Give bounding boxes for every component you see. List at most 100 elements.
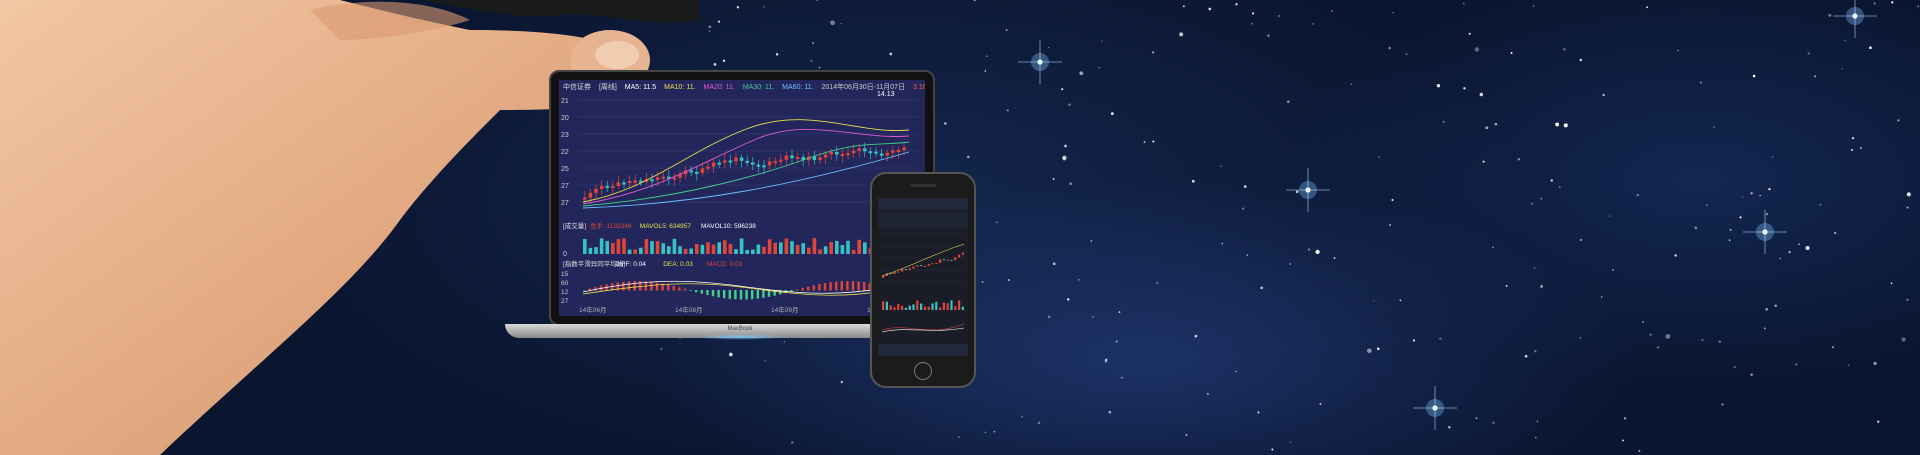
phone-volume-bar (923, 306, 926, 310)
star (1443, 121, 1445, 123)
phone-candle (889, 273, 892, 275)
star (1474, 47, 1480, 52)
star (984, 70, 987, 72)
star (1333, 257, 1336, 259)
volume-bar (633, 249, 637, 254)
star (1901, 337, 1906, 342)
macd-bar (711, 290, 715, 297)
macd-bar (840, 281, 843, 291)
volume-bar (599, 238, 604, 254)
macd-bar (779, 290, 782, 295)
star (1750, 373, 1753, 376)
laptop-brand: MacBook (727, 326, 753, 332)
candle-body (711, 162, 716, 167)
star (1602, 93, 1605, 97)
candle-body (583, 197, 587, 200)
volume-bar (650, 241, 654, 254)
star (1873, 2, 1876, 5)
phone-candle (939, 259, 942, 263)
candle-body (818, 157, 822, 161)
star (830, 20, 835, 26)
macd-header-item: MACD: 0.03 (707, 261, 743, 268)
candle-body (851, 150, 856, 154)
phone-volume-bar (904, 307, 907, 310)
volume-header-item: MAVOL10: 596238 (701, 223, 756, 230)
star (1289, 441, 1292, 444)
star (1795, 363, 1798, 366)
volume-bar (678, 246, 682, 254)
phone-candle (904, 269, 907, 271)
laptop-glow (695, 334, 785, 340)
candle-body (588, 192, 593, 198)
macd-bar (683, 288, 687, 291)
star (1251, 22, 1254, 25)
macd-header-item: DEA: 0.03 (663, 261, 693, 268)
candle-body (672, 177, 677, 180)
star (1623, 417, 1627, 420)
star (958, 436, 960, 438)
volume-bar (823, 246, 828, 254)
star (1156, 282, 1159, 285)
volume-bar (711, 244, 716, 254)
phone-candle (901, 269, 904, 272)
star (1152, 51, 1155, 54)
star (1069, 182, 1072, 186)
volume-header-item: MAVOL5: 634957 (640, 223, 692, 230)
volume-header-item: 总手: 1132346 (590, 221, 632, 230)
star (1392, 11, 1394, 14)
star (1579, 337, 1582, 339)
phone-volume-bar (950, 300, 953, 310)
phone-candle (920, 265, 923, 267)
macd-bar (835, 281, 838, 291)
volume-bar (773, 242, 777, 254)
macd-header-item: DIFF: 0.04 (615, 261, 646, 268)
star (1600, 296, 1603, 298)
star (1104, 358, 1108, 362)
macd-bar (650, 281, 653, 291)
date-range: 2014年06月30日-11月07日 (821, 84, 906, 91)
star (1765, 213, 1769, 216)
star (1308, 248, 1311, 251)
candle-body (863, 148, 867, 152)
volume-bar (846, 240, 850, 254)
star (708, 30, 711, 32)
volume-bar (667, 246, 671, 254)
candle-body (846, 153, 850, 156)
candle-body (879, 153, 884, 156)
macd-bar (767, 290, 771, 297)
volume-bar (857, 239, 861, 254)
macd-bar (739, 290, 743, 300)
phone-volume-bar (916, 300, 919, 310)
star (1534, 436, 1537, 439)
phone-candle (931, 263, 934, 265)
phone-candle (946, 259, 949, 261)
star (1206, 392, 1209, 395)
volume-bar (745, 249, 749, 254)
phone-candle (893, 272, 896, 275)
star (1391, 198, 1394, 202)
phone-volume-bar (942, 302, 945, 310)
star (1877, 420, 1880, 423)
phone-candle (916, 265, 919, 267)
star (1768, 187, 1771, 191)
phone-volume-bar (912, 304, 915, 310)
star (1608, 215, 1611, 217)
candle-body (835, 151, 839, 155)
candle-body (902, 147, 906, 150)
phone-candle (912, 266, 915, 269)
star (1101, 40, 1103, 42)
hand-illustration (0, 0, 700, 455)
moving-average-line (582, 141, 910, 207)
macd-bar (678, 287, 681, 291)
star (1439, 337, 1442, 340)
candle-body (795, 156, 800, 159)
volume-header-item: [成交量] (563, 221, 586, 230)
star (660, 348, 663, 350)
price-tick: 23 (561, 132, 569, 139)
macd-bar (695, 290, 698, 293)
star (1814, 75, 1817, 78)
volume-bar (594, 247, 598, 254)
star (1463, 87, 1466, 90)
star (1906, 192, 1911, 197)
phone-volume-bar (920, 303, 923, 310)
